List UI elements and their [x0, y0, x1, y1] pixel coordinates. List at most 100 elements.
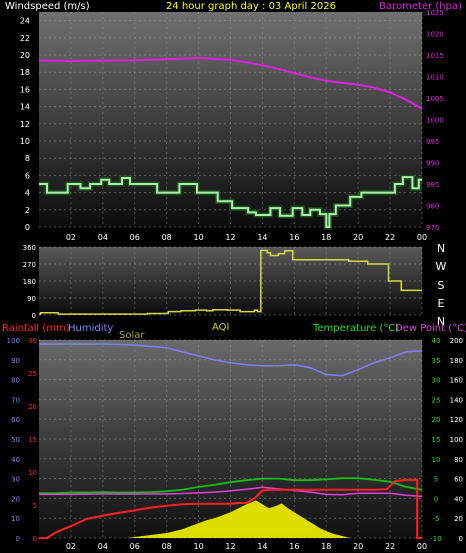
windspeed-axis-title: Windspeed (m/s) — [5, 1, 90, 12]
compass-label-n-bottom: N — [437, 315, 445, 328]
windspeed-tick-label: 0 — [25, 223, 30, 232]
solar-tick-label: 160 — [450, 377, 463, 385]
temperature-tick-label: 40 — [432, 337, 441, 345]
humidity-tick-label: 20 — [11, 495, 20, 503]
direction-tick-label: 0 — [32, 312, 36, 320]
solar-tick-label: 80 — [454, 456, 463, 464]
x-tick-label-top: 10 — [193, 233, 203, 242]
x-tick-label-bottom: 14 — [257, 542, 267, 551]
windspeed-tick-label: 10 — [20, 137, 30, 146]
humidity-tick-label: 100 — [7, 337, 20, 345]
barometer-tick-label: 980 — [426, 203, 439, 211]
barometer-tick-label: 1015 — [426, 52, 444, 60]
temperature-tick-label: 35 — [432, 357, 441, 365]
x-tick-label-bottom: 04 — [98, 542, 108, 551]
x-tick-label-top: 08 — [162, 233, 172, 242]
humidity-tick-label: 60 — [11, 416, 20, 424]
compass-label-e: E — [438, 297, 445, 310]
x-tick-label-top: 18 — [321, 233, 331, 242]
temperature-tick-label: 0 — [434, 495, 438, 503]
x-tick-label-top: 12 — [225, 233, 235, 242]
humidity-series-line — [39, 343, 423, 377]
direction-tick-label: 360 — [23, 244, 36, 252]
windspeed-tick-label: 22 — [20, 34, 30, 43]
temperature-tick-label: 20 — [432, 416, 441, 424]
humidity-axis-title: Humidity — [68, 323, 113, 334]
windspeed-tick-label: 24 — [20, 17, 30, 26]
compass-label-w: W — [436, 260, 447, 273]
temperature-tick-label: 30 — [432, 377, 441, 385]
x-tick-label-bottom: 10 — [193, 542, 203, 551]
x-tick-label-top: 04 — [98, 233, 108, 242]
windspeed-tick-label: 4 — [25, 189, 30, 198]
temperature-series-line — [39, 477, 423, 495]
rainfall-tick-label: 5 — [33, 502, 37, 510]
humidity-tick-label: 40 — [11, 456, 20, 464]
temperature-tick-label: -5 — [433, 515, 440, 523]
direction-tick-label: 270 — [23, 261, 36, 269]
chart-marks — [38, 56, 423, 539]
x-tick-label-bottom: 08 — [162, 542, 172, 551]
direction-tick-label: 90 — [27, 295, 36, 303]
barometer-series-line — [38, 56, 423, 110]
rainfall-tick-label: 20 — [28, 403, 37, 411]
windspeed-tick-label: 18 — [20, 68, 30, 77]
rainfall-tick-label: 15 — [28, 436, 37, 444]
solar-tick-label: 20 — [454, 515, 463, 523]
temperature-tick-label: -10 — [430, 535, 441, 543]
temperature-tick-label: 25 — [432, 396, 441, 404]
rainfall-tick-label: 30 — [28, 337, 37, 345]
x-tick-label-bottom: 22 — [385, 542, 395, 551]
solar-tick-label: 120 — [450, 416, 463, 424]
barometer-tick-label: 995 — [426, 138, 439, 146]
barometer-tick-label: 990 — [426, 160, 439, 168]
humidity-tick-label: 50 — [11, 436, 20, 444]
wind-direction-series-line — [39, 249, 422, 315]
barometer-axis-title: Barometer (hpa) — [379, 1, 462, 12]
solar-area — [39, 500, 422, 538]
temperature-tick-label: 10 — [432, 456, 441, 464]
compass-label-n-top: N — [437, 242, 445, 255]
windspeed-tick-label: 14 — [20, 103, 30, 112]
humidity-tick-label: 10 — [11, 515, 20, 523]
x-tick-label-top: 02 — [66, 233, 76, 242]
x-tick-label-bottom: 06 — [130, 542, 140, 551]
dewpoint-axis-title: Dew Point (°C) — [395, 323, 466, 334]
x-tick-label-bottom: 12 — [225, 542, 235, 551]
rainfall-tick-label: 25 — [28, 370, 37, 378]
solar-axis-title: Solar — [119, 330, 145, 341]
x-tick-label-top: 06 — [130, 233, 140, 242]
compass-label-s: S — [438, 279, 445, 292]
solar-tick-label: 180 — [450, 357, 463, 365]
windspeed-series-line — [39, 176, 422, 228]
barometer-tick-label: 1020 — [426, 31, 444, 39]
x-tick-label-bottom: 20 — [353, 542, 363, 551]
solar-tick-label: 0 — [459, 535, 463, 543]
windspeed-tick-label: 2 — [25, 206, 30, 215]
rainfall-tick-label: 0 — [33, 535, 37, 543]
barometer-tick-label: 985 — [426, 181, 439, 189]
x-tick-label-bottom: 00 — [417, 542, 427, 551]
humidity-tick-label: 70 — [11, 396, 20, 404]
solar-tick-label: 100 — [450, 436, 463, 444]
windspeed-tick-label: 20 — [20, 51, 30, 60]
solar-tick-label: 140 — [450, 396, 463, 404]
windspeed-tick-label: 12 — [20, 120, 30, 129]
x-tick-label-top: 20 — [353, 233, 363, 242]
solar-tick-label: 200 — [450, 337, 463, 345]
axis-labels: 0202040406060808101012121414161618182020… — [7, 9, 463, 551]
grid-lines — [39, 12, 423, 539]
temperature-tick-label: 15 — [432, 436, 441, 444]
x-tick-label-top: 00 — [417, 233, 427, 242]
windspeed-tick-label: 6 — [25, 171, 30, 180]
solar-tick-label: 40 — [454, 495, 463, 503]
dewpoint-series-line — [39, 486, 423, 498]
windspeed-tick-label: 16 — [20, 85, 30, 94]
windspeed-plot-area — [39, 12, 422, 227]
direction-tick-label: 180 — [23, 278, 36, 286]
direction-plot-area — [39, 247, 422, 315]
chart-title: 24 hour graph day : 03 April 2026 — [166, 1, 336, 12]
x-tick-label-bottom: 18 — [321, 542, 331, 551]
barometer-tick-label: 1010 — [426, 74, 444, 82]
